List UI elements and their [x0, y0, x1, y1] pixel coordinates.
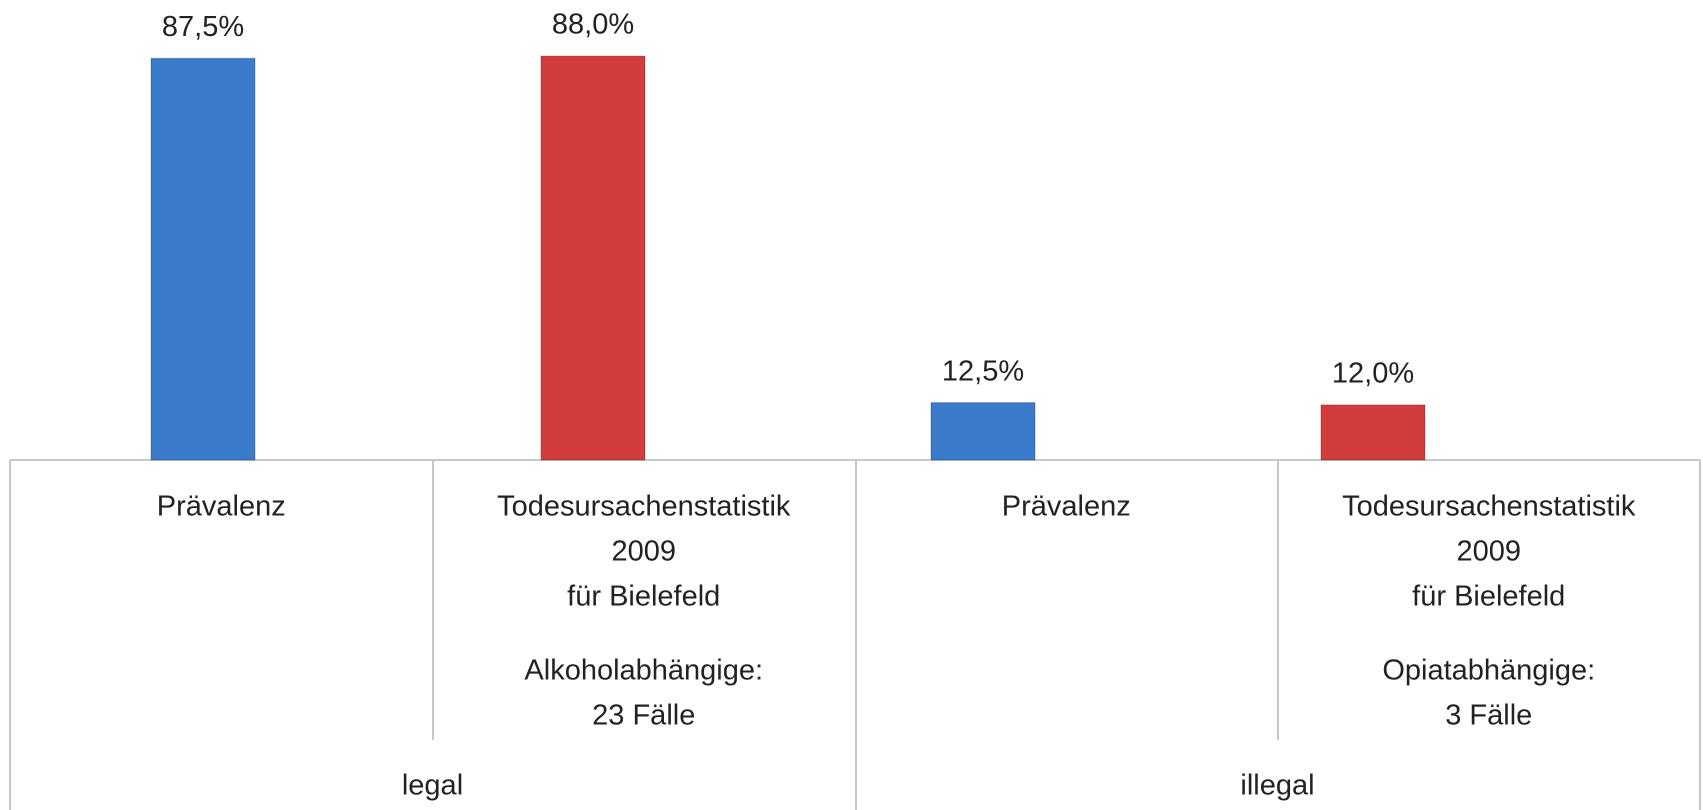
value-label: 12,0%	[1332, 358, 1414, 390]
category-label: für Bielefeld	[1412, 581, 1565, 613]
group-label: legal	[402, 770, 463, 802]
category-label: 2009	[611, 536, 676, 568]
category-label: Prävalenz	[1002, 491, 1131, 523]
category-label: Todesursachenstatistik	[497, 491, 791, 523]
bar	[540, 55, 646, 461]
value-label: 88,0%	[552, 9, 634, 41]
value-label: 87,5%	[162, 11, 244, 43]
bar	[1320, 404, 1426, 461]
bar	[150, 57, 256, 461]
bar	[930, 402, 1036, 461]
category-label: 2009	[1456, 536, 1521, 568]
category-label: für Bielefeld	[567, 581, 720, 613]
category-note: 3 Fälle	[1445, 700, 1532, 732]
category-note: Alkoholabhängige:	[524, 655, 763, 687]
category-note: Opiatabhängige:	[1382, 655, 1595, 687]
category-label: Todesursachenstatistik	[1342, 491, 1636, 523]
category-note: 23 Fälle	[592, 700, 695, 732]
value-label: 12,5%	[942, 355, 1024, 387]
group-label: illegal	[1240, 770, 1314, 802]
category-label: Prävalenz	[157, 491, 286, 523]
